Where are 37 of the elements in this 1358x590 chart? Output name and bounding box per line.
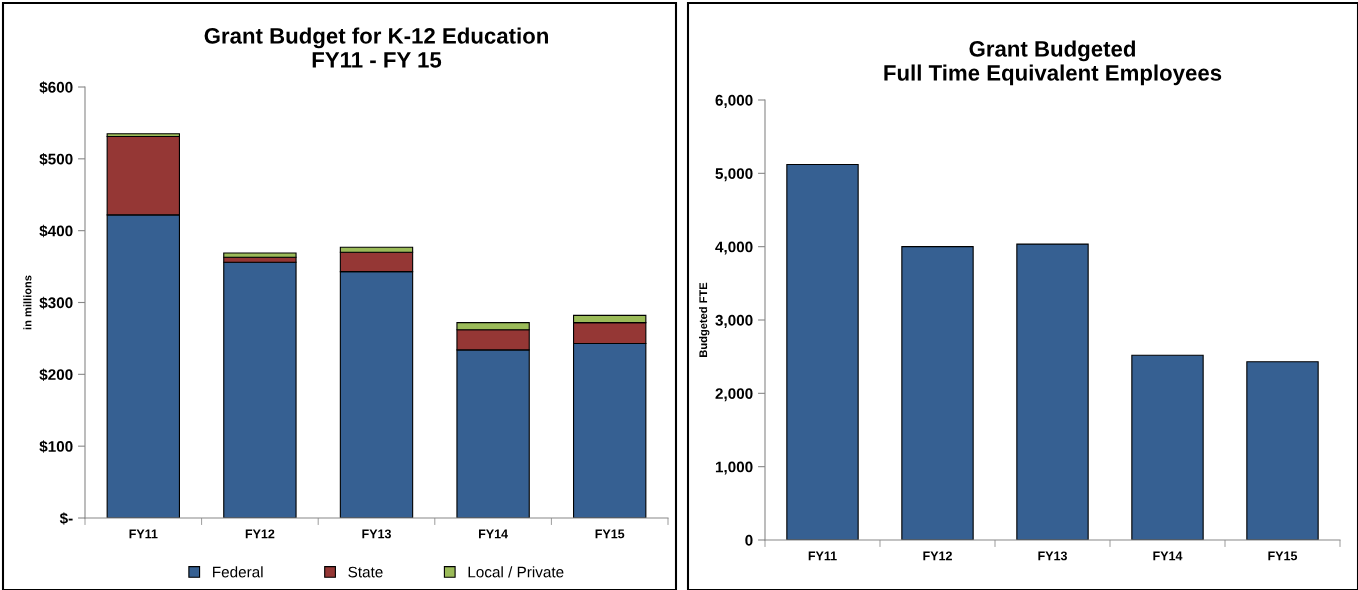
x-tick-label: FY11	[129, 529, 158, 539]
y-tick-label: 5,000	[715, 168, 753, 182]
y-tick-label: $300	[39, 296, 73, 310]
bar	[901, 246, 974, 540]
x-tick-label: FY13	[1038, 551, 1067, 561]
y-tick-label: $500	[39, 153, 73, 166]
bar	[1016, 243, 1089, 540]
chart-title: Grant Budget for K-12 Education FY11 - FY 15	[204, 27, 548, 68]
bar	[223, 261, 297, 518]
legend-label: Local / Private	[468, 566, 564, 578]
bar	[1246, 361, 1319, 540]
y-tick-label: $600	[39, 81, 73, 94]
y-axis-title: Budgeted FTE	[699, 282, 710, 357]
bar	[1131, 354, 1204, 540]
y-tick-label: 6,000	[715, 94, 753, 108]
x-tick-label: FY13	[362, 529, 391, 539]
chart-title: Grant Budgeted Full Time Equivalent Employees	[884, 40, 1222, 86]
y-tick-label: 2,000	[715, 388, 753, 402]
y-tick-label: $200	[39, 368, 73, 381]
legend-label: State	[348, 566, 383, 578]
bar	[786, 163, 859, 540]
x-tick-label: FY15	[595, 529, 625, 539]
x-tick-label: FY14	[1153, 551, 1183, 561]
x-tick-label: FY12	[245, 529, 275, 539]
y-tick-label: 4,000	[715, 241, 753, 255]
y-axis-title: in millions	[23, 275, 32, 330]
y-tick-label: 0	[745, 534, 753, 546]
y-tick-label: $-	[59, 512, 73, 525]
y-tick-label: $400	[39, 224, 73, 238]
x-tick-label: FY14	[479, 529, 508, 539]
x-tick-label: FY15	[1268, 551, 1298, 561]
y-tick-label: 3,000	[715, 314, 753, 328]
x-tick-label: FY12	[923, 551, 952, 561]
y-tick-label: $100	[39, 440, 73, 453]
x-tick-label: FY11	[808, 551, 837, 561]
y-tick-label: 1,000	[715, 461, 753, 475]
legend-label: Federal	[213, 566, 263, 578]
